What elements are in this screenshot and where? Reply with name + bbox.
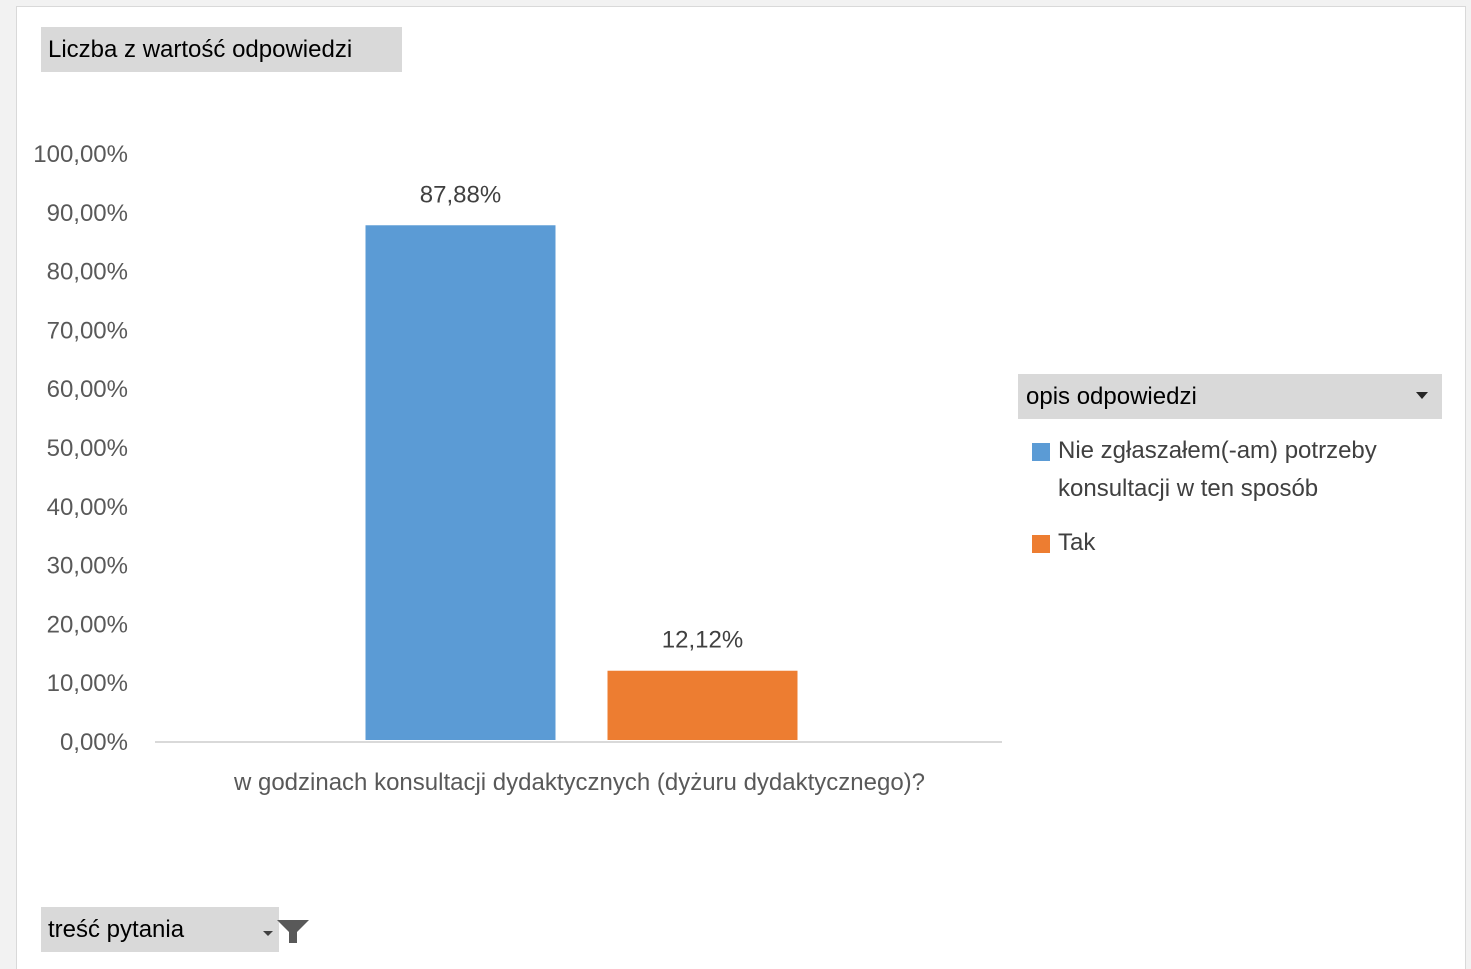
legend-swatch bbox=[1032, 443, 1050, 461]
legend-item[interactable]: Nie zgłaszałem(-am) potrzeby konsultacji… bbox=[1030, 432, 1460, 508]
bar bbox=[607, 670, 798, 740]
filter-icon[interactable] bbox=[263, 917, 311, 945]
y-tick-label: 90,00% bbox=[47, 200, 128, 227]
y-tick-label: 20,00% bbox=[47, 611, 128, 638]
bar bbox=[365, 225, 556, 740]
legend-item[interactable]: Tak bbox=[1030, 524, 1460, 562]
data-label: 87,88% bbox=[420, 181, 501, 208]
legend-item-label: Tak bbox=[1058, 529, 1096, 556]
x-tick-label: w godzinach konsultacji dydaktycznych (d… bbox=[233, 769, 925, 796]
y-tick-label: 10,00% bbox=[47, 670, 128, 697]
y-tick-label: 100,00% bbox=[33, 141, 128, 168]
legend-field-label: opis odpowiedzi bbox=[1026, 382, 1197, 410]
legend-item-label: Nie zgłaszałem(-am) potrzeby konsultacji… bbox=[1058, 437, 1377, 502]
legend-field-button[interactable]: opis odpowiedzi bbox=[1018, 374, 1442, 419]
y-tick-label: 40,00% bbox=[47, 494, 128, 521]
legend: Nie zgłaszałem(-am) potrzeby konsultacji… bbox=[1030, 432, 1460, 578]
data-label: 12,12% bbox=[662, 627, 743, 654]
y-tick-label: 80,00% bbox=[47, 259, 128, 286]
legend-swatch bbox=[1032, 535, 1050, 553]
y-tick-label: 30,00% bbox=[47, 553, 128, 580]
y-tick-label: 70,00% bbox=[47, 317, 128, 344]
y-tick-label: 50,00% bbox=[47, 435, 128, 462]
value-field-button[interactable]: Liczba z wartość odpowiedzi bbox=[41, 27, 402, 72]
chevron-down-icon[interactable] bbox=[1416, 392, 1428, 399]
category-field-button[interactable]: treść pytania bbox=[41, 907, 309, 952]
value-field-label: Liczba z wartość odpowiedzi bbox=[48, 35, 353, 63]
y-tick-label: 0,00% bbox=[60, 729, 128, 756]
chart-area bbox=[16, 6, 1466, 969]
y-tick-label: 60,00% bbox=[47, 376, 128, 403]
category-field-label: treść pytania bbox=[48, 915, 185, 943]
